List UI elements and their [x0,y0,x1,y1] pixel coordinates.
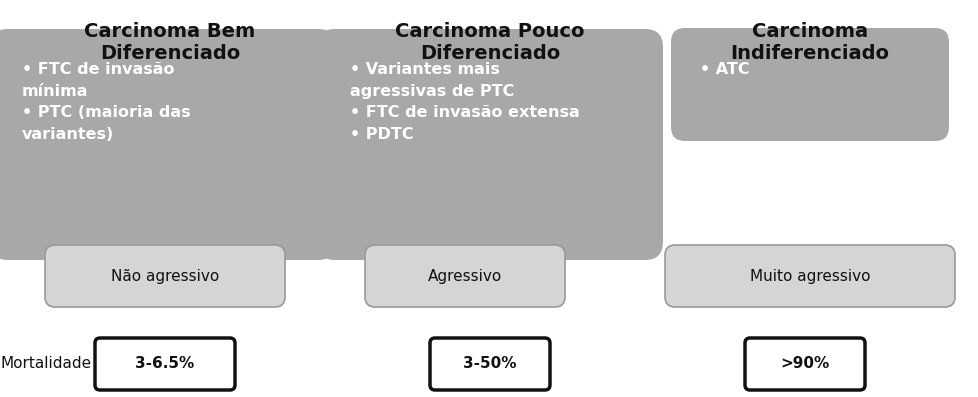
Text: Mortalidade: Mortalidade [0,357,91,372]
Text: Carcinoma Pouco
Diferenciado: Carcinoma Pouco Diferenciado [395,22,584,63]
Text: 3-50%: 3-50% [463,357,516,372]
Text: 3-6.5%: 3-6.5% [135,357,195,372]
Text: Carcinoma Bem
Diferenciado: Carcinoma Bem Diferenciado [84,22,255,63]
Text: Agressivo: Agressivo [427,268,502,283]
Text: • Variantes mais
agressivas de PTC
• FTC de invasão extensa
• PDTC: • Variantes mais agressivas de PTC • FTC… [350,62,579,142]
FancyBboxPatch shape [744,338,865,390]
Text: Não agressivo: Não agressivo [111,268,219,283]
FancyBboxPatch shape [664,245,954,307]
FancyBboxPatch shape [365,245,564,307]
Text: • ATC: • ATC [699,62,749,77]
FancyBboxPatch shape [0,29,335,260]
Text: >90%: >90% [779,357,828,372]
FancyBboxPatch shape [429,338,550,390]
FancyBboxPatch shape [670,28,948,141]
FancyBboxPatch shape [45,245,285,307]
FancyBboxPatch shape [317,29,662,260]
Text: • FTC de invasão
mínima
• PTC (maioria das
variantes): • FTC de invasão mínima • PTC (maioria d… [22,62,191,142]
Text: Carcinoma
Indiferenciado: Carcinoma Indiferenciado [730,22,889,63]
Text: Muito agressivo: Muito agressivo [749,268,869,283]
FancyBboxPatch shape [95,338,235,390]
